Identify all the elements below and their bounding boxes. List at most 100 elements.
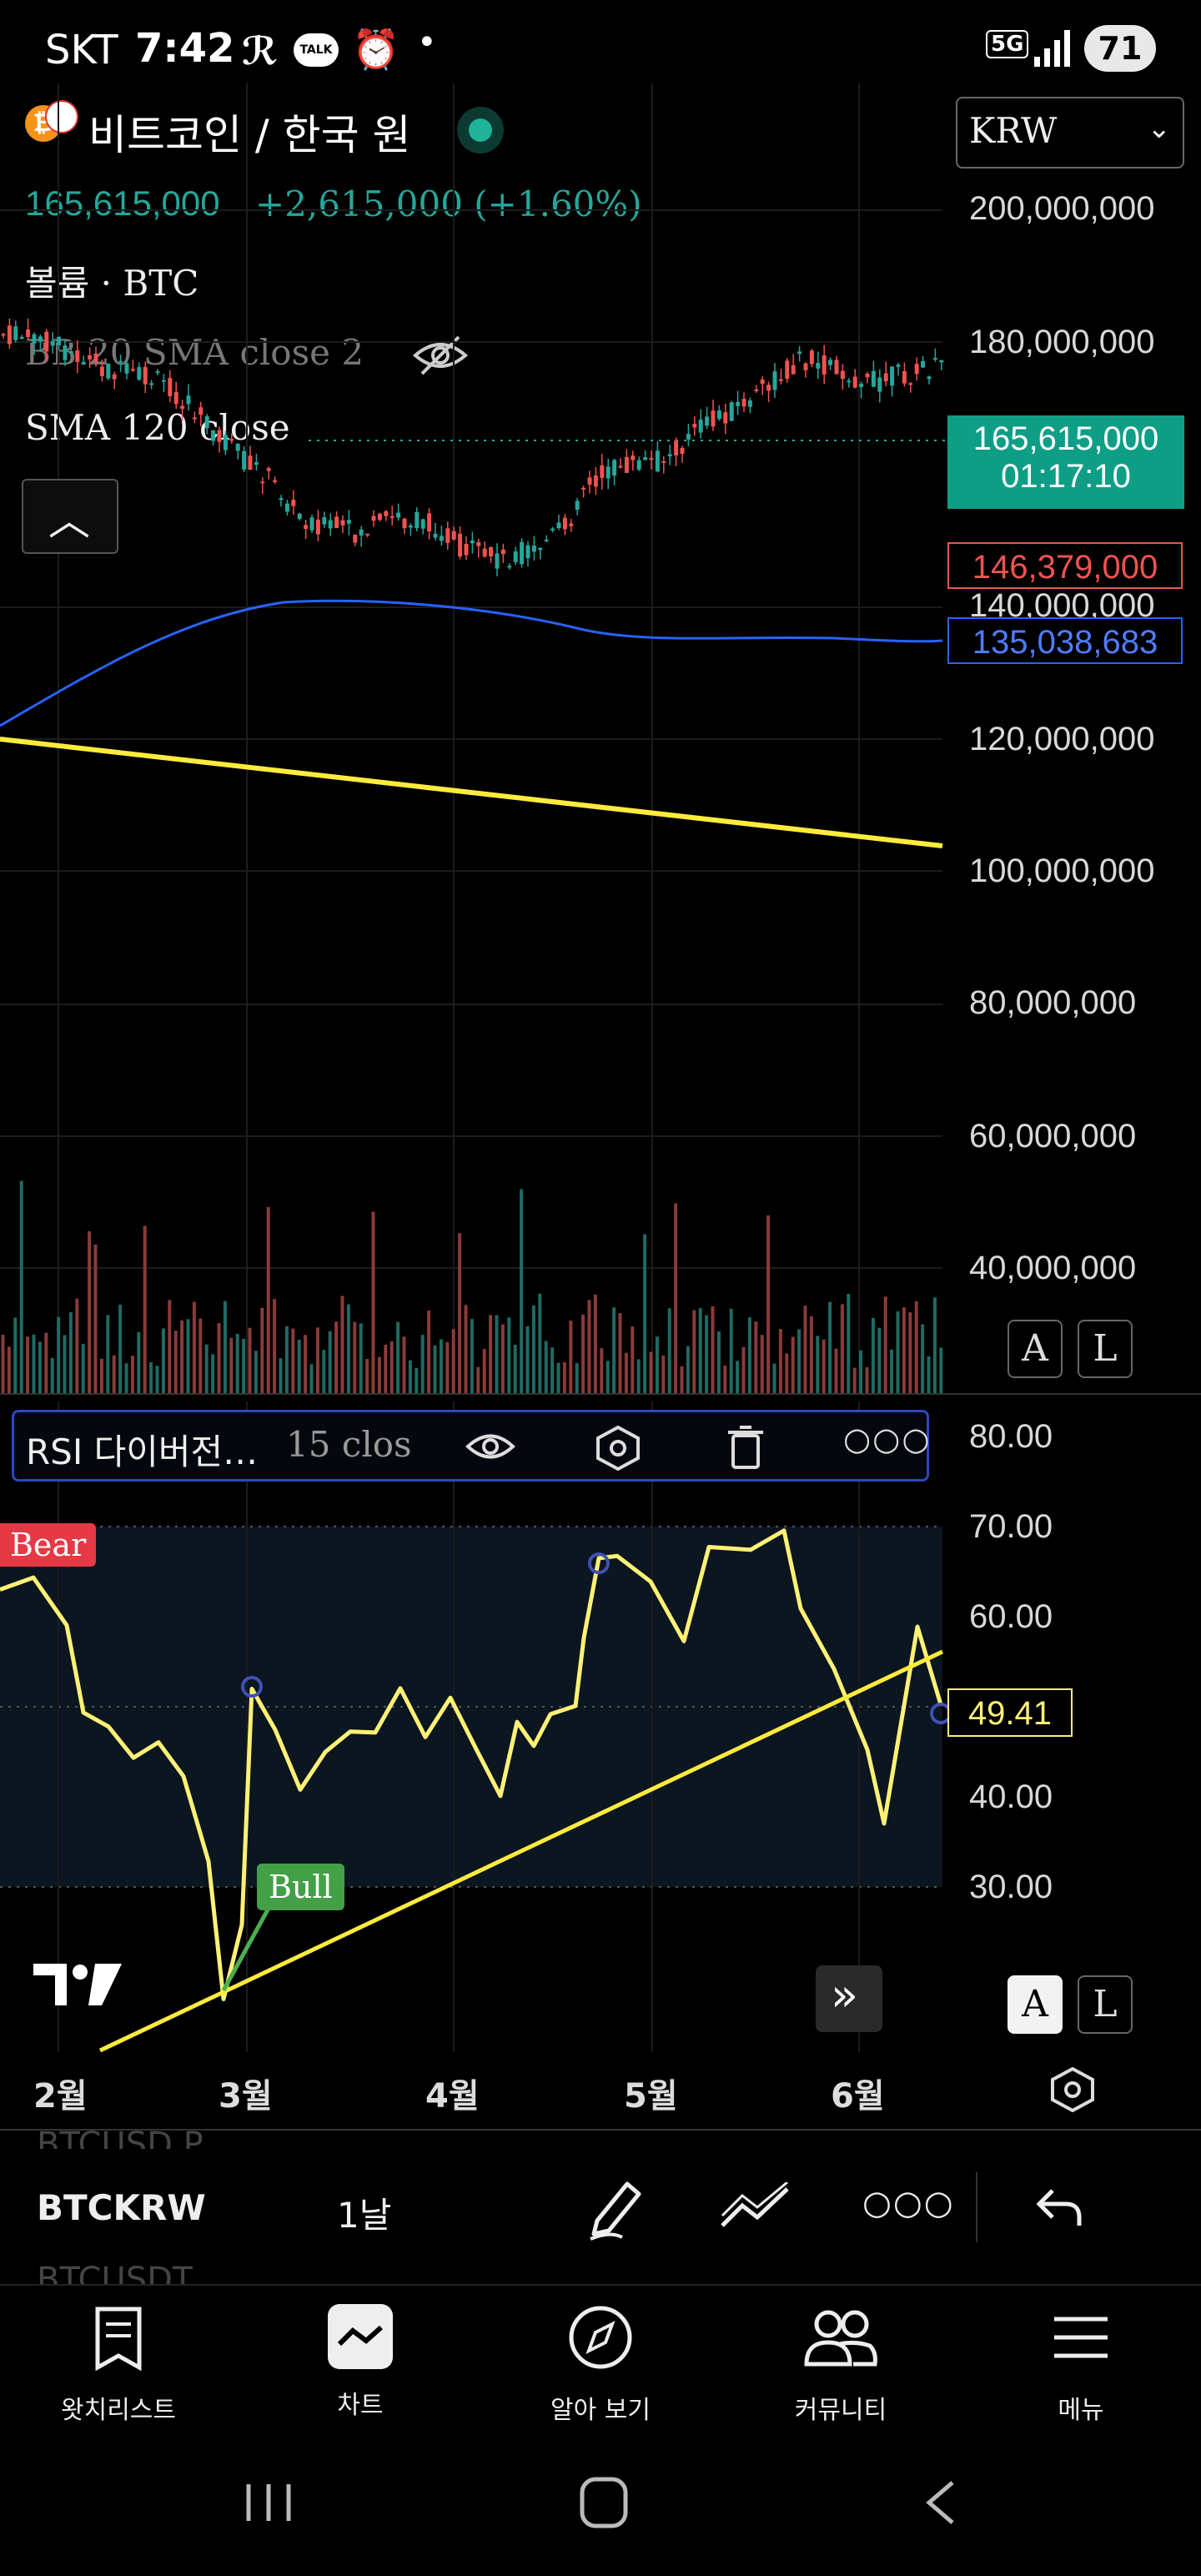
bar-countdown: 01:17:10 bbox=[1001, 458, 1131, 495]
candle-body bbox=[797, 351, 802, 355]
volume-bar bbox=[834, 1348, 838, 1393]
volume-bar bbox=[279, 1358, 283, 1393]
candle-body bbox=[242, 450, 247, 470]
settings-icon[interactable] bbox=[593, 1424, 643, 1471]
volume-bar bbox=[211, 1354, 215, 1393]
candle-body bbox=[427, 513, 432, 531]
candle-body bbox=[248, 455, 253, 470]
price-axis-label: 100,000,000 bbox=[969, 853, 1155, 889]
candle-body bbox=[7, 325, 12, 345]
scroll-to-realtime-button[interactable]: » bbox=[816, 1965, 882, 2032]
candle-body bbox=[384, 511, 389, 516]
nav-watchlist[interactable]: 왓치리스트 bbox=[35, 2286, 202, 2426]
volume-bar bbox=[7, 1346, 11, 1393]
collapse-legend-button[interactable]: ︿ bbox=[22, 479, 118, 554]
price-chart[interactable] bbox=[0, 83, 951, 1401]
volume-bar bbox=[161, 1328, 165, 1393]
rsi-legend-bar[interactable]: RSI 다이버전… 15 clos ○○○ bbox=[12, 1410, 929, 1482]
panel-divider[interactable] bbox=[0, 1393, 1201, 1395]
recent-apps-icon[interactable] bbox=[242, 2478, 295, 2528]
double-chevron-right-icon: » bbox=[831, 1969, 859, 2021]
volume-bar bbox=[803, 1306, 807, 1393]
hidden-eye-icon[interactable] bbox=[412, 332, 469, 379]
candle-body bbox=[723, 412, 728, 424]
volume-bar bbox=[88, 1230, 92, 1393]
volume-bar bbox=[217, 1323, 221, 1393]
bb-legend[interactable]: BB 20 SMA close 2 bbox=[25, 332, 364, 373]
rsi-axis-label: 70.00 bbox=[969, 1508, 1053, 1545]
community-icon bbox=[804, 2310, 877, 2367]
candle-body bbox=[562, 517, 567, 530]
pencil-draw-icon[interactable] bbox=[585, 2174, 647, 2241]
undo-icon[interactable] bbox=[1034, 2184, 1084, 2231]
eye-icon[interactable] bbox=[465, 1426, 516, 1467]
more-icon[interactable]: ○○○ bbox=[843, 1421, 932, 1457]
price-axis-label: 40,000,000 bbox=[969, 1250, 1137, 1286]
sma-legend[interactable]: SMA 120 close bbox=[25, 407, 290, 448]
watchlist-icon bbox=[95, 2307, 142, 2372]
price-axis-label: 80,000,000 bbox=[969, 984, 1137, 1021]
nav-menu[interactable]: 메뉴 bbox=[997, 2286, 1164, 2426]
trend-tools-icon[interactable] bbox=[719, 2182, 791, 2232]
interval-selector[interactable]: 1날 bbox=[337, 2195, 392, 2236]
volume-bar bbox=[173, 1331, 178, 1393]
home-icon[interactable] bbox=[579, 2476, 629, 2529]
volume-bar bbox=[606, 1361, 610, 1393]
trash-icon[interactable] bbox=[725, 1424, 766, 1471]
currency-select-value: KRW bbox=[969, 110, 1058, 151]
nav-chart[interactable]: 차트 bbox=[277, 2286, 444, 2421]
volume-bar bbox=[736, 1361, 740, 1393]
volume-bar bbox=[38, 1341, 42, 1393]
bear-label-text: Bear bbox=[10, 1527, 87, 1563]
next-symbol[interactable]: BTCUSDT bbox=[37, 2261, 193, 2284]
volume-bar bbox=[315, 1327, 319, 1393]
volume-bar bbox=[130, 1356, 134, 1393]
volume-bar bbox=[914, 1301, 918, 1393]
volume-bar bbox=[716, 1331, 721, 1393]
time-axis-label: 4월 bbox=[425, 2077, 480, 2116]
candle-body bbox=[334, 516, 339, 529]
trendline[interactable] bbox=[0, 737, 943, 848]
rsi-axis-label: 30.00 bbox=[969, 1869, 1053, 1905]
bull-label: Bull bbox=[257, 1864, 344, 1910]
candle-body bbox=[847, 380, 852, 383]
volume-bar bbox=[439, 1339, 443, 1393]
symbol-title[interactable]: 비트코인 / 한국 원 bbox=[88, 111, 411, 159]
volume-bar bbox=[883, 1296, 887, 1393]
volume-bar bbox=[458, 1233, 462, 1393]
symbol-selector[interactable]: BTCKRW bbox=[37, 2187, 206, 2228]
candle-body bbox=[932, 358, 937, 360]
volume-bar bbox=[686, 1346, 690, 1393]
volume-bar bbox=[155, 1366, 159, 1393]
volume-bar bbox=[476, 1366, 480, 1393]
rsi-chart[interactable] bbox=[0, 1401, 951, 2060]
volume-bar bbox=[760, 1335, 764, 1393]
candle-body bbox=[365, 533, 370, 536]
status-bar: SKT 7:42 ℛ TALK ⏰ • 5G 71 bbox=[0, 0, 1201, 92]
auto-scale-button[interactable]: A bbox=[1008, 1320, 1063, 1378]
candle-body bbox=[667, 454, 672, 457]
volume-bar bbox=[93, 1244, 98, 1393]
volume-bar bbox=[204, 1344, 209, 1393]
candle-body bbox=[575, 501, 580, 510]
candle-body bbox=[180, 405, 185, 410]
volume-legend[interactable]: 볼륨 · BTC bbox=[25, 263, 199, 304]
volume-bar bbox=[575, 1363, 579, 1393]
nav-community[interactable]: 커뮤니티 bbox=[757, 2286, 924, 2426]
auto-scale-button-active[interactable]: A bbox=[1008, 1975, 1063, 2034]
volume-bar bbox=[482, 1349, 486, 1393]
candle-body bbox=[927, 376, 932, 380]
volume-bar bbox=[797, 1329, 802, 1393]
currency-select[interactable]: KRW ⌄ bbox=[956, 97, 1184, 169]
back-icon[interactable] bbox=[919, 2478, 961, 2528]
log-scale-button[interactable]: L bbox=[1078, 1320, 1133, 1378]
candle-body bbox=[883, 373, 888, 382]
volume-bar bbox=[896, 1311, 900, 1393]
volume-bar bbox=[137, 1331, 141, 1393]
log-scale-button[interactable]: L bbox=[1078, 1975, 1133, 2034]
chart-settings-icon[interactable] bbox=[1048, 2065, 1098, 2112]
more-tools-icon[interactable]: ○○○ bbox=[862, 2184, 955, 2222]
nav-explore[interactable]: 알아 보기 bbox=[517, 2286, 684, 2426]
rsi-trendline[interactable] bbox=[98, 1649, 944, 2053]
prev-symbol[interactable]: BTCUSD.P bbox=[37, 2126, 204, 2149]
